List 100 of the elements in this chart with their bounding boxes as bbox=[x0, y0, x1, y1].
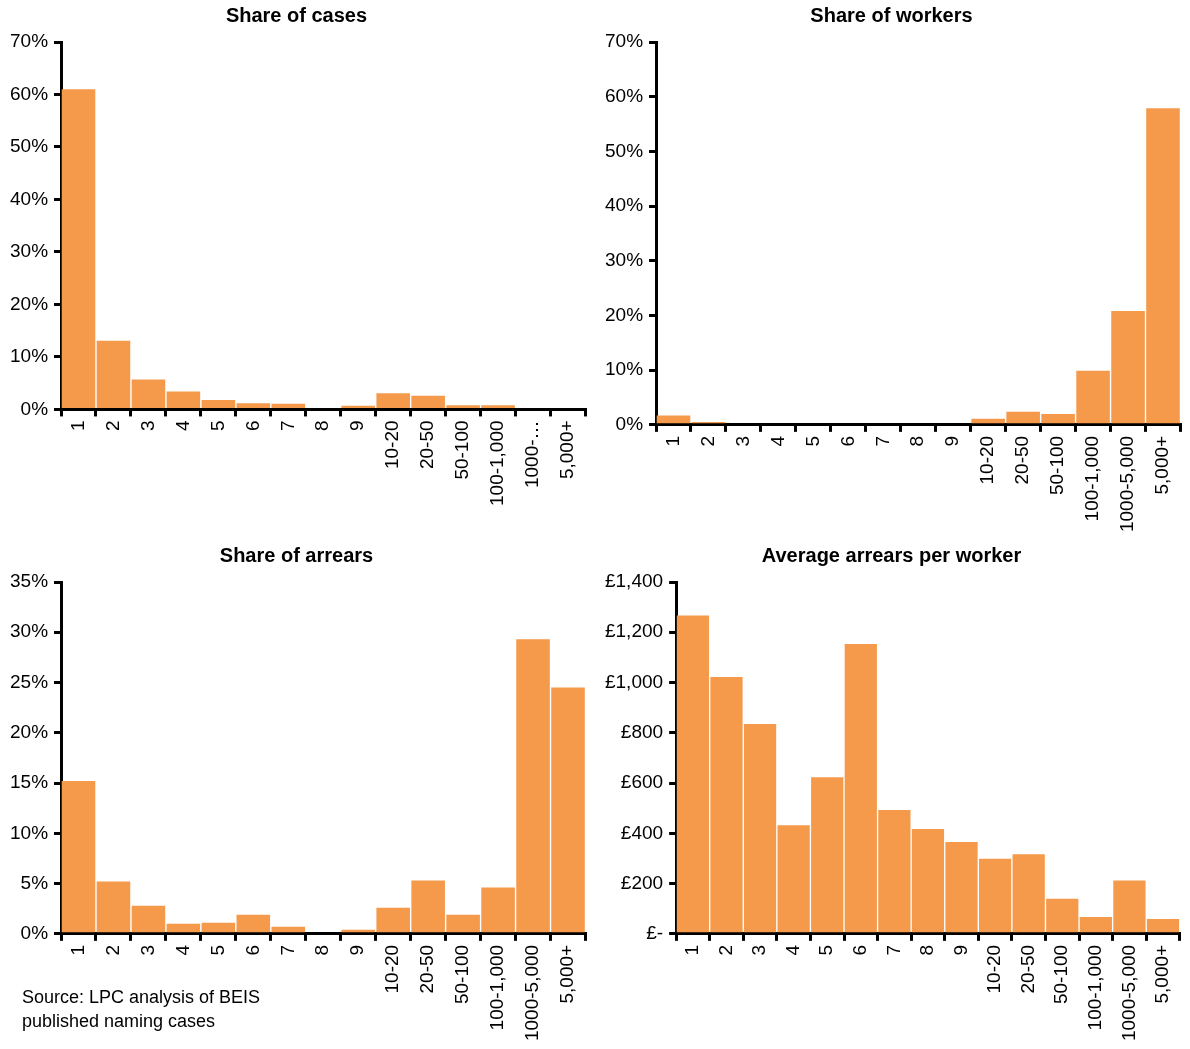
x-tick-label: 3 bbox=[136, 944, 158, 956]
x-tick-label: 9 bbox=[941, 435, 963, 447]
x-tick-label: 1000-5,000 bbox=[1117, 944, 1139, 1042]
x-tick-label: 1 bbox=[681, 944, 703, 956]
x-tick-label: 2 bbox=[101, 420, 123, 431]
bar bbox=[236, 403, 271, 408]
x-tick-label: 6 bbox=[836, 435, 858, 447]
y-tick-label: 35% bbox=[10, 570, 49, 592]
x-tick-label: 20-50 bbox=[1016, 944, 1038, 994]
x-tick-label: 9 bbox=[346, 944, 368, 956]
y-tick-label: 30% bbox=[10, 620, 49, 642]
x-tick-label: 9 bbox=[346, 420, 368, 431]
bar bbox=[166, 923, 201, 933]
y-tick-label: 50% bbox=[10, 135, 49, 157]
x-tick-label: 5 bbox=[801, 435, 823, 447]
x-tick-label: 100-1,000 bbox=[1081, 435, 1103, 522]
y-tick-label: £200 bbox=[620, 871, 664, 893]
y-tick-label: 25% bbox=[10, 670, 49, 692]
y-tick-label: 40% bbox=[10, 187, 49, 209]
x-tick-label: 7 bbox=[276, 944, 298, 956]
x-tick-label: 20-50 bbox=[1011, 435, 1033, 485]
bar bbox=[131, 379, 166, 408]
x-tick-label: 5 bbox=[206, 944, 228, 956]
x-tick-label: 100-1,000 bbox=[1084, 944, 1106, 1031]
bar bbox=[131, 905, 166, 933]
y-tick-label: 20% bbox=[10, 721, 49, 743]
chart-title: Average arrears per worker bbox=[761, 543, 1022, 566]
x-tick-label: 6 bbox=[241, 944, 263, 956]
y-tick-label: 15% bbox=[10, 771, 49, 793]
x-tick-label: 20-50 bbox=[416, 944, 438, 994]
x-tick-label: 50-100 bbox=[451, 420, 473, 480]
x-tick-label: 8 bbox=[906, 435, 928, 447]
x-tick-label: 4 bbox=[766, 435, 788, 447]
x-tick-label: 3 bbox=[748, 944, 770, 956]
x-tick-label: 50-100 bbox=[1046, 435, 1068, 496]
x-tick-label: 7 bbox=[871, 435, 893, 447]
x-tick-label: 1 bbox=[66, 944, 88, 956]
x-tick-label: 10-20 bbox=[976, 435, 998, 485]
bar bbox=[201, 399, 236, 408]
x-tick-label: 10-20 bbox=[381, 944, 403, 994]
x-tick-label: 5,000+ bbox=[556, 420, 578, 480]
y-tick-label: 10% bbox=[10, 821, 49, 843]
x-tick-label: 20-50 bbox=[416, 420, 438, 470]
x-tick-label: 2 bbox=[101, 944, 123, 956]
y-tick-label: £- bbox=[646, 922, 664, 944]
x-tick-label: 5 bbox=[206, 420, 228, 431]
x-tick-label: 10-20 bbox=[983, 944, 1005, 994]
y-tick-label: £1,000 bbox=[604, 670, 664, 692]
y-tick-label: 20% bbox=[10, 292, 49, 314]
source-note: Source: LPC analysis of BEIS published naming cases bbox=[22, 986, 262, 1033]
x-tick-label: 6 bbox=[849, 944, 871, 956]
bar bbox=[61, 781, 96, 933]
x-tick-label: 3 bbox=[136, 420, 158, 431]
y-tick-label: 70% bbox=[605, 30, 644, 52]
x-tick-label: 5,000+ bbox=[1151, 435, 1173, 495]
y-tick-label: £400 bbox=[620, 821, 664, 843]
y-tick-label: 30% bbox=[10, 240, 49, 262]
y-tick-label: 0% bbox=[20, 922, 49, 944]
x-tick-label: 2 bbox=[696, 435, 718, 447]
bar bbox=[236, 914, 271, 933]
x-tick-label: 100-1,000 bbox=[486, 420, 508, 506]
y-tick-label: 50% bbox=[605, 139, 644, 161]
x-tick-label: 8 bbox=[311, 420, 333, 431]
y-tick-label: 60% bbox=[10, 82, 49, 104]
x-tick-label: 8 bbox=[916, 944, 938, 956]
x-tick-label: 50-100 bbox=[451, 944, 473, 1005]
x-tick-label: 4 bbox=[171, 420, 193, 431]
bar bbox=[271, 403, 306, 408]
x-tick-label: 10-20 bbox=[381, 420, 403, 470]
y-tick-label: £1,200 bbox=[604, 620, 664, 642]
y-tick-label: 20% bbox=[605, 303, 644, 325]
x-tick-label: 5 bbox=[815, 944, 837, 956]
bar bbox=[96, 340, 131, 408]
x-tick-label: 3 bbox=[731, 435, 753, 447]
y-tick-label: 40% bbox=[605, 194, 644, 216]
x-tick-label: 9 bbox=[949, 944, 971, 956]
y-tick-label: 30% bbox=[605, 249, 644, 271]
x-tick-label: 4 bbox=[171, 944, 193, 956]
y-tick-label: 5% bbox=[20, 871, 49, 893]
y-tick-label: 0% bbox=[615, 413, 644, 435]
x-tick-label: 1000-5,000 bbox=[521, 944, 543, 1042]
x-tick-label: 100-1,000 bbox=[486, 944, 508, 1031]
y-tick-label: £1,400 bbox=[604, 570, 664, 592]
y-tick-label: 0% bbox=[20, 397, 49, 419]
y-tick-label: £600 bbox=[620, 771, 664, 793]
x-tick-label: 4 bbox=[781, 944, 803, 956]
bar bbox=[96, 881, 131, 933]
chart-title: Share of arrears bbox=[219, 543, 374, 566]
x-tick-label: 1000-… bbox=[521, 420, 543, 489]
x-tick-label: 50-100 bbox=[1050, 944, 1072, 1005]
chart-title: Share of cases bbox=[225, 3, 368, 26]
bar bbox=[166, 391, 201, 408]
chart-title: Share of workers bbox=[810, 3, 973, 26]
x-tick-label: 7 bbox=[276, 420, 298, 431]
x-tick-label: 1 bbox=[661, 435, 683, 447]
y-tick-label: 10% bbox=[10, 345, 49, 367]
x-tick-label: 5,000+ bbox=[1151, 944, 1173, 1004]
x-tick-label: 1000-5,000 bbox=[1116, 435, 1138, 533]
y-tick-label: 70% bbox=[10, 30, 49, 52]
x-tick-label: 7 bbox=[882, 944, 904, 956]
